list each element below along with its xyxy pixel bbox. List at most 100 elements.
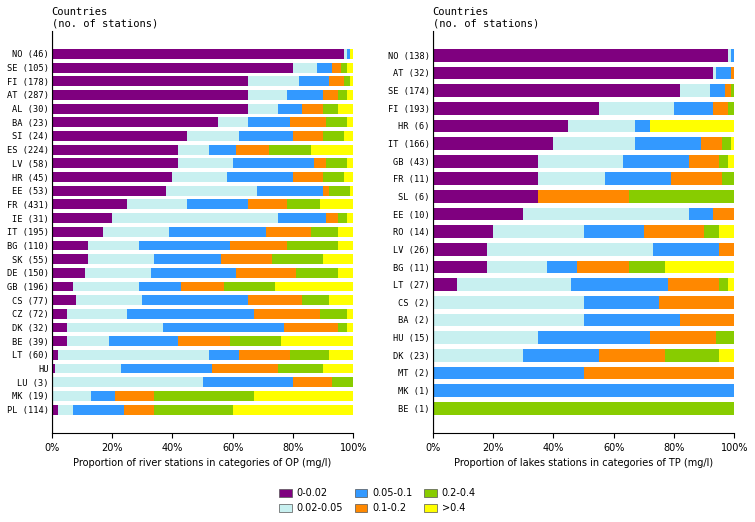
Bar xyxy=(538,155,623,168)
Bar xyxy=(732,137,735,150)
Bar xyxy=(266,227,311,236)
Bar xyxy=(236,145,269,155)
Bar xyxy=(202,377,293,387)
Bar xyxy=(584,296,659,309)
Bar xyxy=(275,281,353,291)
Bar xyxy=(178,159,233,168)
Bar xyxy=(52,117,217,127)
Bar xyxy=(248,199,287,209)
Bar xyxy=(57,350,208,360)
Bar xyxy=(112,213,278,223)
Bar xyxy=(142,295,248,305)
Bar xyxy=(290,350,329,360)
Bar xyxy=(650,120,735,132)
Bar xyxy=(323,131,344,141)
Bar xyxy=(338,241,353,251)
Bar xyxy=(187,199,248,209)
Bar xyxy=(599,102,674,115)
Bar xyxy=(278,104,302,114)
Bar xyxy=(52,186,166,196)
Bar xyxy=(248,104,278,114)
Bar xyxy=(103,227,169,236)
Text: Countries
(no. of stations): Countries (no. of stations) xyxy=(52,7,158,29)
Bar xyxy=(338,323,347,333)
Bar xyxy=(172,172,226,182)
Bar xyxy=(433,314,584,326)
Bar xyxy=(52,90,248,100)
Bar xyxy=(329,76,344,86)
Bar xyxy=(163,323,284,333)
Bar xyxy=(226,172,293,182)
Bar xyxy=(323,172,344,182)
Bar xyxy=(713,67,716,79)
Bar xyxy=(211,364,278,373)
Bar xyxy=(720,349,735,362)
Bar xyxy=(433,296,584,309)
Bar xyxy=(302,104,323,114)
Bar xyxy=(347,323,353,333)
Bar xyxy=(732,49,735,62)
Bar xyxy=(644,226,704,238)
Bar xyxy=(311,227,338,236)
Bar xyxy=(726,84,732,97)
Bar xyxy=(72,405,124,414)
X-axis label: Proportion of lakes stations in categories of TP (mg/l): Proportion of lakes stations in categori… xyxy=(454,458,713,468)
Bar xyxy=(710,84,726,97)
Bar xyxy=(326,213,338,223)
Bar xyxy=(121,364,211,373)
Bar xyxy=(433,137,553,150)
Bar xyxy=(433,155,538,168)
Bar xyxy=(317,63,332,73)
Bar xyxy=(433,102,599,115)
Bar xyxy=(269,145,311,155)
Bar xyxy=(578,260,629,274)
Bar xyxy=(493,226,584,238)
Bar xyxy=(584,226,644,238)
Bar xyxy=(653,243,720,256)
Bar xyxy=(329,186,350,196)
Bar xyxy=(230,336,281,346)
Bar xyxy=(296,268,338,278)
Bar xyxy=(323,186,329,196)
Bar xyxy=(650,331,716,344)
Bar xyxy=(350,49,353,59)
Bar xyxy=(720,278,729,291)
Bar xyxy=(659,296,735,309)
Bar xyxy=(433,402,735,414)
Bar xyxy=(230,241,287,251)
Bar xyxy=(52,172,172,182)
Bar xyxy=(729,49,732,62)
Bar xyxy=(720,243,735,256)
Bar xyxy=(169,227,266,236)
Bar xyxy=(272,254,323,264)
Bar xyxy=(569,120,635,132)
Bar xyxy=(547,260,578,274)
Bar xyxy=(338,213,347,223)
Bar xyxy=(716,67,732,79)
Bar xyxy=(166,186,257,196)
Bar xyxy=(433,384,735,397)
Bar xyxy=(139,281,181,291)
Bar xyxy=(720,155,729,168)
Bar xyxy=(433,278,457,291)
Bar xyxy=(52,145,178,155)
Bar xyxy=(55,364,121,373)
Bar xyxy=(433,366,584,379)
Bar xyxy=(76,295,142,305)
Bar xyxy=(433,172,538,185)
Bar xyxy=(635,137,701,150)
Bar xyxy=(341,63,347,73)
Bar xyxy=(239,131,293,141)
Bar xyxy=(66,336,109,346)
Bar xyxy=(713,208,735,220)
Bar xyxy=(314,159,326,168)
Bar xyxy=(723,172,735,185)
Bar xyxy=(248,117,290,127)
Bar xyxy=(347,117,353,127)
Bar xyxy=(680,84,710,97)
Bar xyxy=(154,254,220,264)
Bar xyxy=(187,131,239,141)
Bar xyxy=(52,309,66,319)
Bar xyxy=(523,349,599,362)
Bar xyxy=(344,172,353,182)
